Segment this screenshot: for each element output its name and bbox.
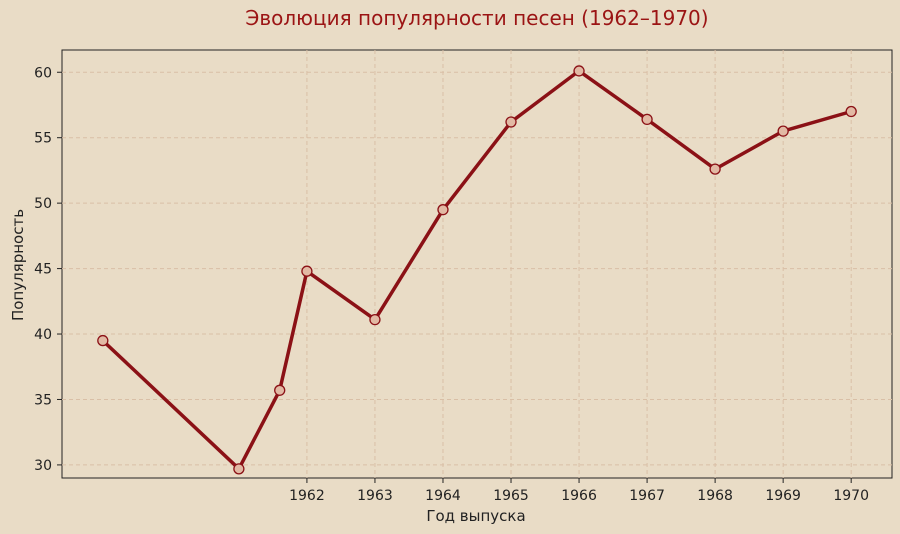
data-point xyxy=(845,105,857,118)
x-tick-label: 1965 xyxy=(493,488,529,504)
data-point xyxy=(274,384,286,396)
data-point xyxy=(369,313,381,326)
x-tick-label: 1966 xyxy=(561,488,597,504)
x-tick-label: 1962 xyxy=(289,488,325,504)
data-point xyxy=(233,463,245,475)
x-tick-label: 1963 xyxy=(357,488,393,504)
chart-title: Эволюция популярности песен (1962–1970) xyxy=(245,6,708,30)
y-tick-label: 60 xyxy=(34,65,52,81)
x-axis-ticks: 1962 1963 1964 1965 1966 1967 1968 1969 1970 xyxy=(289,478,869,504)
y-tick-label: 50 xyxy=(34,196,52,212)
y-tick-label: 30 xyxy=(34,458,52,474)
y-tick-label: 35 xyxy=(34,392,52,408)
data-point xyxy=(709,163,721,175)
x-tick-label: 1968 xyxy=(697,488,733,504)
x-tick-label: 1964 xyxy=(425,488,461,504)
data-point xyxy=(505,116,517,128)
x-tick-label: 1970 xyxy=(833,488,869,504)
y-axis-label: Популярность xyxy=(9,209,27,321)
data-point xyxy=(777,125,789,137)
data-point xyxy=(437,204,449,216)
data-point xyxy=(97,334,109,347)
plot-area xyxy=(61,49,893,479)
series-line xyxy=(101,69,852,471)
y-tick-label: 45 xyxy=(34,262,52,278)
x-axis-label: Год выпуска xyxy=(426,507,525,525)
data-point xyxy=(301,265,313,277)
data-point xyxy=(641,113,653,126)
y-tick-label: 55 xyxy=(34,131,52,147)
x-tick-label: 1969 xyxy=(765,488,801,504)
y-tick-label: 40 xyxy=(34,327,52,343)
data-point xyxy=(573,65,585,77)
data-points xyxy=(97,65,857,475)
y-axis-ticks: 30 35 40 45 50 55 60 xyxy=(34,65,62,474)
x-tick-label: 1967 xyxy=(629,488,665,504)
